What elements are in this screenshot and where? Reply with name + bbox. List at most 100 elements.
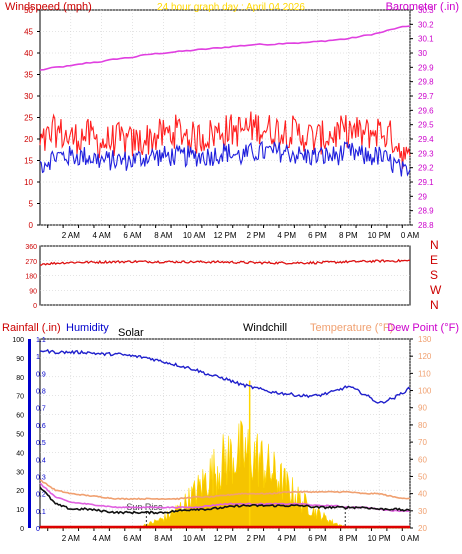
temp-ytick-label: 110 bbox=[418, 369, 431, 378]
temperature-line bbox=[39, 479, 411, 501]
temperature-label: Temperature (°F) bbox=[310, 322, 393, 334]
rainfall-axis-label: Rainfall (.in) bbox=[2, 322, 61, 334]
baro-ytick-label: 29 bbox=[418, 192, 427, 201]
humidity-ytick-label: 60 bbox=[16, 413, 24, 420]
windspeed-axis: 0 5 10 15 20 25 30 35 40 45 50 bbox=[24, 6, 40, 230]
wind-xtick-label: 8 AM bbox=[154, 231, 173, 240]
compass-label: W bbox=[430, 283, 442, 297]
rain-ytick-label: 0.2 bbox=[36, 492, 46, 499]
temp-ytick-label: 30 bbox=[418, 507, 427, 516]
direction-ytick-label: 360 bbox=[25, 244, 37, 251]
wind-xtick-label: 10 AM bbox=[183, 231, 206, 240]
direction-ytick-label: 0 bbox=[33, 303, 37, 310]
direction-ytick-label: 180 bbox=[25, 274, 37, 281]
baro-ytick-label: 29.7 bbox=[418, 92, 434, 101]
windspeed-axis-label: Windspeed (mph) bbox=[5, 1, 92, 13]
baro-ytick-label: 29.2 bbox=[418, 164, 434, 173]
humidity-ytick-label: 30 bbox=[16, 469, 24, 476]
temp-ytick-label: 50 bbox=[418, 472, 427, 481]
baro-ytick-label: 29.3 bbox=[418, 149, 434, 158]
windchill-line bbox=[39, 486, 411, 515]
wind-xtick-label: 6 AM bbox=[123, 231, 142, 240]
temp-ytick-label: 90 bbox=[418, 404, 427, 413]
solar-label: Solar bbox=[118, 327, 144, 339]
wind-xtick-label: 8 PM bbox=[339, 231, 358, 240]
direction-ytick-label: 90 bbox=[29, 288, 37, 295]
wind-ytick-label: 10 bbox=[24, 178, 33, 187]
temp-xtick-label: 6 PM bbox=[308, 534, 327, 543]
temp-ytick-label: 80 bbox=[418, 421, 427, 430]
baro-ytick-label: 30.1 bbox=[418, 35, 434, 44]
baro-ytick-label: 29.1 bbox=[418, 178, 434, 187]
baro-ytick-label: 29.4 bbox=[418, 135, 434, 144]
wind-xtick-label: 0 AM bbox=[401, 231, 420, 240]
temp-xtick-label: 10 PM bbox=[368, 534, 391, 543]
humidity-ytick-label: 50 bbox=[16, 432, 24, 439]
wind-xtick-label: 10 PM bbox=[368, 231, 391, 240]
temp-ytick-label: 130 bbox=[418, 335, 432, 344]
wind-ytick-label: 30 bbox=[24, 92, 33, 101]
humidity-ytick-label: 70 bbox=[16, 394, 24, 401]
humidity-ytick-label: 100 bbox=[12, 337, 24, 344]
wind-baro-frame bbox=[39, 9, 411, 226]
baro-ytick-label: 29.6 bbox=[418, 106, 434, 115]
dewpoint-label: Dew Point (°F) bbox=[387, 322, 459, 334]
baro-ytick-label: 30 bbox=[418, 49, 427, 58]
rain-ytick-label: 0.7 bbox=[36, 406, 46, 413]
humidity-line bbox=[39, 348, 411, 404]
wind-ytick-label: 35 bbox=[24, 71, 33, 80]
wind-ytick-label: 5 bbox=[29, 200, 34, 209]
wind-xtick-label: 6 PM bbox=[308, 231, 327, 240]
humidity-ytick-label: 20 bbox=[16, 488, 24, 495]
temp-xtick-label: 8 AM bbox=[154, 534, 173, 543]
rain-ytick-label: 0.9 bbox=[36, 371, 46, 378]
wind-speed-line bbox=[39, 140, 411, 177]
temp-xtick-label: 2 AM bbox=[62, 534, 81, 543]
temp-ytick-label: 60 bbox=[418, 455, 427, 464]
temp-ytick-label: 100 bbox=[418, 387, 432, 396]
baro-ytick-label: 29.9 bbox=[418, 63, 434, 72]
wind-direction-line bbox=[40, 258, 411, 266]
rain-ytick-label: 0.6 bbox=[36, 423, 46, 430]
wind-ytick-label: 45 bbox=[24, 28, 33, 37]
temp-xtick-label: 2 PM bbox=[246, 534, 265, 543]
humidity-ytick-label: 0 bbox=[20, 526, 24, 533]
baro-ytick-label: 30.2 bbox=[418, 20, 434, 29]
wind-time-axis: 2 AM 4 AM 6 AM 8 AM 10 AM 12 PM 2 PM 4 PM 6 PM 8 … bbox=[47, 225, 420, 240]
rain-ytick-label: 1.1 bbox=[36, 337, 46, 344]
compass-label: S bbox=[430, 268, 438, 282]
wind-xtick-label: 2 AM bbox=[62, 231, 81, 240]
graph-title: 24 hour graph day : April 04 2026 bbox=[157, 2, 305, 13]
rain-ytick-label: 0.1 bbox=[36, 509, 46, 516]
wind-ytick-label: 15 bbox=[24, 157, 33, 166]
windchill-label: Windchill bbox=[243, 322, 287, 334]
wind-xtick-label: 2 PM bbox=[246, 231, 265, 240]
temp-ytick-label: 120 bbox=[418, 352, 432, 361]
wind-ytick-label: 40 bbox=[24, 49, 33, 58]
direction-axis: 0 90 180 270 360 bbox=[25, 244, 37, 310]
humidity-axis-label: Humidity bbox=[66, 322, 109, 334]
wind-ytick-label: 50 bbox=[24, 6, 33, 15]
wind-xtick-label: 4 PM bbox=[277, 231, 296, 240]
wind-ytick-label: 0 bbox=[29, 221, 34, 230]
baro-ytick-label: 30.3 bbox=[418, 6, 434, 15]
direction-frame bbox=[39, 245, 411, 306]
compass-label: E bbox=[430, 253, 438, 267]
wind-gust-line bbox=[39, 111, 411, 169]
humidity-ytick-label: 40 bbox=[16, 450, 24, 457]
baro-ytick-label: 29.5 bbox=[418, 121, 434, 130]
rain-ytick-label: 1 bbox=[36, 354, 40, 361]
wind-ytick-label: 25 bbox=[24, 114, 33, 123]
temperature-axis: 20 30 40 50 60 70 80 90 100 110 120 130 bbox=[410, 335, 432, 533]
rain-ytick-label: 0 bbox=[36, 526, 40, 533]
temp-ytick-label: 70 bbox=[418, 438, 427, 447]
temp-time-axis: 2 AM 4 AM 6 AM 8 AM 10 AM 12 PM 2 PM 4 PM 6 PM 8 … bbox=[47, 528, 419, 543]
barometer-axis: 28.8 28.9 29 29.1 29.2 29.3 29.4 29.5 29.6 29.7 29… bbox=[410, 6, 434, 230]
temp-xtick-label: 4 PM bbox=[277, 534, 296, 543]
temp-xtick-label: 6 AM bbox=[123, 534, 142, 543]
compass-label: N bbox=[430, 238, 439, 252]
